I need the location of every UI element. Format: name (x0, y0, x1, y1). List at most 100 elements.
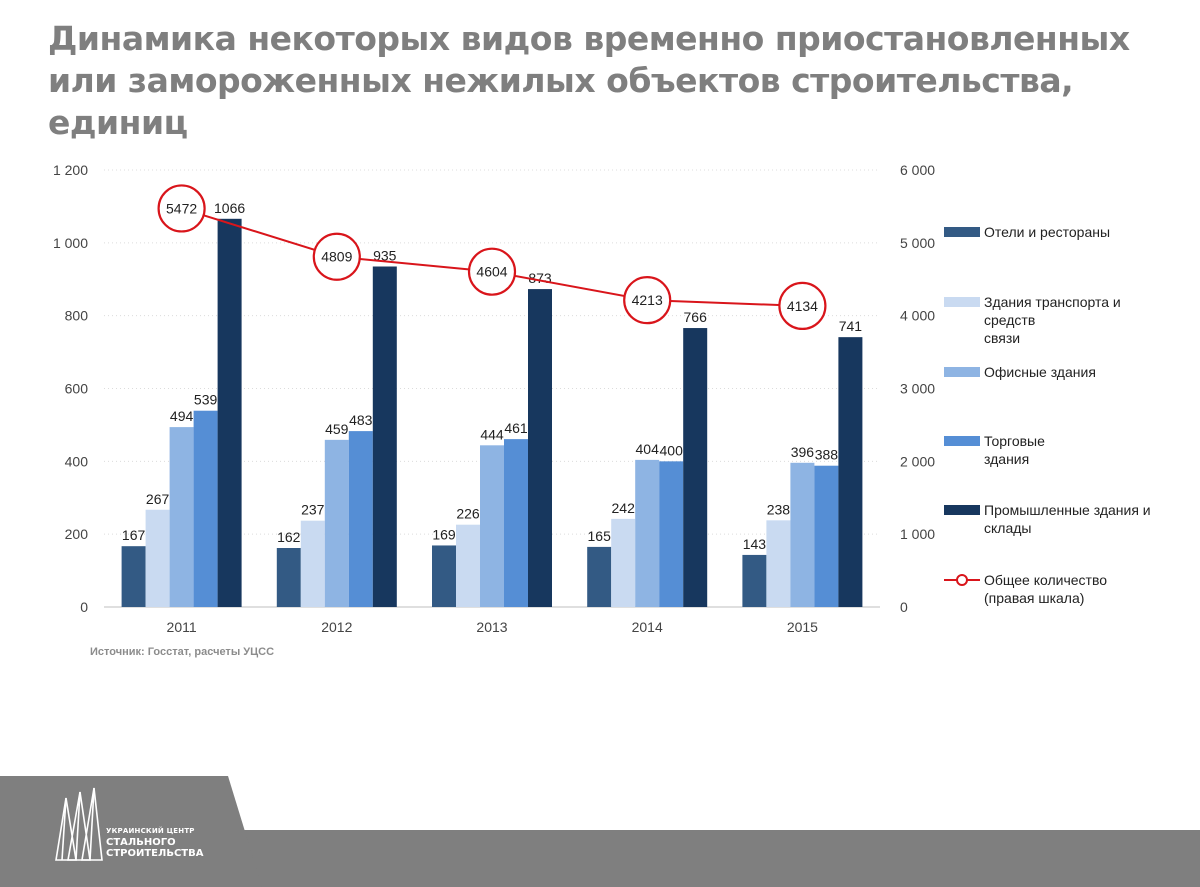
legend-swatch-hotels (944, 227, 980, 237)
legend-label: Отели и рестораны (984, 224, 1110, 240)
bar-transport (766, 520, 791, 607)
legend-swatch-industrial (944, 505, 980, 515)
legend-label: Торговые (984, 433, 1045, 449)
y2-tick-label: 3 000 (900, 381, 935, 397)
legend-swatch-marker (956, 574, 968, 586)
bar-value-label: 162 (277, 529, 301, 545)
legend-label: здания (984, 451, 1029, 467)
chart: 0 200 400 600 800 1 000 1 200 0 1 000 2 000 3 000… (53, 162, 1151, 635)
bar-trade (193, 410, 218, 607)
bar-trade (814, 465, 839, 607)
bar-value-label: 396 (791, 444, 815, 460)
x-tick-label: 2015 (787, 619, 818, 635)
y2-tick-label: 5 000 (900, 235, 935, 251)
total-point (623, 276, 672, 325)
chart-title: Динамика некоторых видов временно приост… (48, 19, 1130, 142)
right-axis: 0 1 000 2 000 3 000 4 000 5 000 6 000 (900, 162, 935, 615)
y2-tick-label: 6 000 (900, 162, 935, 178)
bar-value-label: 242 (612, 500, 636, 516)
total-value-label: 4604 (476, 264, 507, 280)
legend-label: связи (984, 330, 1020, 346)
logo-line3: СТРОИТЕЛЬСТВА (106, 848, 204, 859)
bar-offices (480, 445, 504, 607)
y-tick-label: 600 (65, 381, 89, 397)
bar-industrial (217, 218, 242, 607)
y-tick-label: 800 (65, 308, 89, 324)
bar-hotels (432, 545, 456, 607)
total-point (467, 247, 517, 296)
bar-hotels (587, 546, 612, 607)
bar-offices (324, 439, 349, 607)
legend: Отели и рестораны Здания транспорта и сред… (944, 224, 1151, 606)
bar-industrial (838, 337, 863, 607)
x-tick-label: 2012 (321, 619, 352, 635)
legend-label: Офисные здания (984, 364, 1096, 380)
total-point (312, 232, 361, 281)
x-tick-label: 2011 (167, 619, 197, 635)
building-logo-icon (55, 787, 103, 861)
bar-hotels (276, 548, 301, 607)
bar-value-label: 404 (636, 441, 660, 457)
legend-label: Промышленные здания и (984, 502, 1151, 518)
legend-label: Здания транспорта и (984, 294, 1121, 310)
bar-hotels (121, 546, 146, 607)
y2-tick-label: 0 (900, 599, 908, 615)
y-tick-label: 400 (65, 453, 89, 469)
legend-label: (правая шкала) (984, 590, 1084, 606)
bar-value-label: 226 (456, 506, 480, 522)
bar-value-label: 169 (432, 526, 456, 542)
y2-tick-label: 2 000 (900, 453, 935, 469)
y-tick-label: 1 000 (53, 235, 88, 251)
legend-swatch-trade (944, 436, 980, 446)
bar-value-label: 494 (170, 408, 194, 424)
bar-transport (300, 520, 325, 607)
source-note: Источник: Госстат, расчеты УЦСС (90, 646, 275, 658)
bar-transport (456, 524, 480, 607)
y2-tick-label: 4 000 (900, 308, 935, 324)
bar-trade (659, 461, 684, 607)
bar-value-label: 459 (325, 421, 349, 437)
bar-value-label: 400 (660, 442, 684, 458)
bar-value-label: 237 (301, 502, 325, 518)
total-value-label: 4809 (321, 249, 352, 265)
legend-swatch-offices (944, 367, 980, 377)
bar-industrial (683, 328, 708, 607)
total-value-label: 4213 (632, 292, 663, 308)
logo-line2: СТАЛЬНОГО (106, 837, 176, 848)
bar-value-label: 766 (684, 309, 708, 325)
bar-trade (504, 439, 528, 607)
bar-offices (790, 462, 815, 607)
left-axis: 0 200 400 600 800 1 000 1 200 (53, 162, 88, 615)
legend-label: средств (984, 312, 1035, 328)
total-value-label: 5472 (166, 200, 197, 216)
y-tick-label: 200 (65, 526, 89, 542)
y2-tick-label: 1 000 (900, 526, 935, 542)
y-tick-label: 0 (80, 599, 88, 615)
total-point (157, 184, 206, 233)
legend-label: склады (984, 520, 1031, 536)
bar-hotels (742, 554, 767, 607)
bar-trade (348, 431, 373, 607)
total-value-label: 4134 (787, 298, 818, 314)
y-tick-label: 1 200 (53, 162, 88, 178)
bar-value-label: 143 (743, 536, 767, 552)
bar-value-label: 1066 (214, 200, 245, 216)
total-line: 5472 4809 4604 4213 4134 (157, 184, 827, 331)
x-tick-label: 2013 (476, 619, 507, 635)
total-point (778, 281, 827, 331)
bar-value-label: 267 (146, 491, 170, 507)
x-tick-label: 2014 (632, 619, 663, 635)
bar-industrial (528, 289, 552, 607)
legend-label: Общее количество (984, 572, 1107, 588)
bar-transport (145, 509, 170, 607)
legend-swatch-transport (944, 297, 980, 307)
bar-value-label: 388 (815, 447, 839, 463)
bar-value-label: 539 (194, 392, 218, 408)
bar-value-label: 165 (588, 528, 612, 544)
logo-line1: УКРАИНСКИЙ ЦЕНТР (106, 827, 195, 835)
bar-offices (635, 459, 660, 607)
bar-value-label: 483 (349, 412, 373, 428)
bar-value-label: 461 (504, 420, 528, 436)
logo-text: УКРАИНСКИЙ ЦЕНТР СТАЛЬНОГО СТРОИТЕЛЬСТВА (106, 826, 203, 859)
